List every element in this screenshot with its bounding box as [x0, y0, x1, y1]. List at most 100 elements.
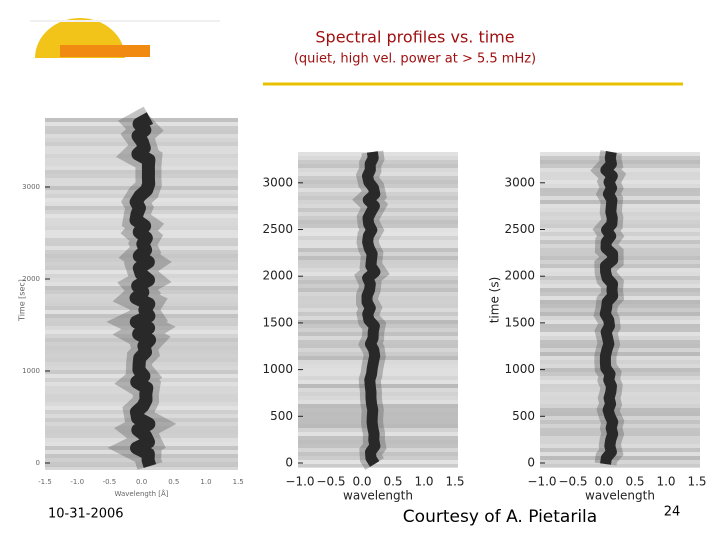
- spectrogram-band: [45, 466, 238, 470]
- title: Spectral profiles vs. time: [315, 28, 514, 47]
- spectrogram-band: [540, 304, 700, 308]
- spectrogram-band: [540, 444, 700, 448]
- x-tick-label: 1.0: [414, 475, 433, 489]
- absorption-halo: [590, 150, 627, 466]
- spectrogram-band: [45, 174, 238, 178]
- x-tick-label: −0.5: [558, 475, 587, 489]
- spectrogram-band: [540, 312, 700, 316]
- spectrogram-band: [298, 248, 458, 252]
- y-tick-label: 1000: [504, 362, 535, 376]
- y-tick-label: 1500: [504, 315, 535, 329]
- spectrogram-band: [298, 212, 458, 216]
- x-tick-label: 1.5: [445, 475, 464, 489]
- spectrogram-band: [298, 316, 458, 320]
- spectrogram-band: [540, 284, 700, 288]
- spectrogram-band: [540, 208, 700, 212]
- spectrogram-band: [298, 384, 458, 388]
- spectrogram-band: [298, 180, 458, 184]
- spectrogram-band: [540, 348, 700, 352]
- spectrogram-band: [298, 224, 458, 228]
- spectrogram-band: [540, 280, 700, 284]
- spectrogram-band: [298, 344, 458, 348]
- spectrogram-band: [298, 260, 458, 264]
- spectrogram-band: [540, 384, 700, 388]
- spectrogram-band: [298, 244, 458, 248]
- spectrogram-band: [298, 256, 458, 260]
- spectrogram-band: [298, 300, 458, 304]
- spectrogram-band: [540, 344, 700, 348]
- x-tick-label: 1.0: [656, 475, 675, 489]
- spectrogram-band: [540, 388, 700, 392]
- spectrogram-band: [540, 328, 700, 332]
- logo-rule: [30, 20, 220, 22]
- spectrogram-band: [298, 168, 458, 172]
- absorption-halo: [352, 150, 390, 470]
- spectrogram-band: [540, 240, 700, 244]
- spectrogram-band: [540, 160, 700, 164]
- spectrogram-band: [298, 296, 458, 300]
- spectrogram-band: [298, 172, 458, 176]
- spectrogram-band: [298, 452, 458, 456]
- spectrogram-band: [540, 308, 700, 312]
- logo: [30, 18, 220, 58]
- y-tick-label: 3000: [504, 175, 535, 189]
- x-tick-label: -0.5: [103, 478, 117, 486]
- spectrogram-band: [540, 340, 700, 344]
- x-tick-label: −1.0: [285, 475, 314, 489]
- spectrogram-band: [540, 448, 700, 452]
- spectrogram-band: [540, 228, 700, 232]
- y-tick-label: 2500: [262, 222, 293, 236]
- spectrogram-band: [45, 458, 238, 462]
- spectrogram-band: [540, 152, 700, 156]
- spectrogram-band: [298, 396, 458, 400]
- y-tick-label: 1000: [262, 362, 293, 376]
- spectrogram-band: [298, 304, 458, 308]
- spectrogram: [298, 150, 458, 470]
- y-tick-label: 3000: [22, 183, 40, 191]
- spectrogram-band: [540, 224, 700, 228]
- x-axis-label: wavelength: [585, 489, 655, 503]
- spectrogram-band: [45, 170, 238, 174]
- spectrogram-band: [540, 452, 700, 456]
- spectrogram-band: [540, 288, 700, 292]
- y-tick-label: 2000: [22, 275, 40, 283]
- spectrogram-band: [540, 296, 700, 300]
- spectrogram-band: [298, 312, 458, 316]
- spectrogram-band: [540, 360, 700, 364]
- spectrogram-band: [540, 380, 700, 384]
- x-tick-label: -1.0: [70, 478, 84, 486]
- spectrogram-band: [540, 176, 700, 180]
- spectrogram-band: [540, 392, 700, 396]
- spectrogram-band: [45, 182, 238, 186]
- spectrogram-band: [540, 204, 700, 208]
- x-axis-label: Wavelength [Å]: [114, 489, 168, 498]
- spectrogram-band: [540, 168, 700, 172]
- spectrogram-band: [540, 372, 700, 376]
- spectrogram-band: [298, 372, 458, 376]
- y-tick-label: 1000: [22, 367, 40, 375]
- y-tick-label: 2000: [504, 269, 535, 283]
- spectrogram-band: [540, 416, 700, 420]
- x-tick-label: 1.5: [687, 475, 706, 489]
- spectrogram-band: [540, 320, 700, 324]
- spectrogram-band: [540, 272, 700, 276]
- spectrogram-band: [298, 404, 458, 408]
- spectrogram-band: [540, 440, 700, 444]
- y-tick-label: 500: [270, 409, 293, 423]
- x-tick-label: 0.0: [594, 475, 613, 489]
- spectrogram-band: [540, 180, 700, 184]
- spectrogram-band: [540, 264, 700, 268]
- spectrogram-band: [540, 212, 700, 216]
- spectrogram-band: [540, 408, 700, 412]
- spectrogram-band: [540, 356, 700, 360]
- spectrogram-band: [540, 456, 700, 460]
- spectrogram-band: [298, 276, 458, 280]
- spectrogram-band: [540, 260, 700, 264]
- y-tick-label: 2500: [504, 222, 535, 236]
- spectrogram-band: [298, 376, 458, 380]
- spectrogram-band: [540, 192, 700, 196]
- x-tick-label: −0.5: [316, 475, 345, 489]
- spectrogram-band: [540, 364, 700, 368]
- spectrogram-band: [45, 162, 238, 166]
- y-tick-label: 3000: [262, 175, 293, 189]
